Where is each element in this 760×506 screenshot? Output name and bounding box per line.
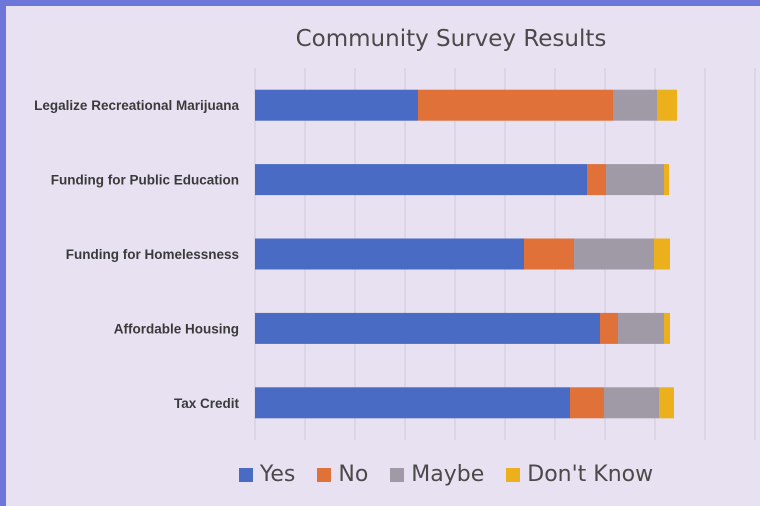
legend-label: Don't Know [527,462,654,487]
legend-swatch [317,467,332,482]
bar-don-t-know-3 [664,312,670,344]
category-labels: Legalize Recreational Marijuana Funding f… [34,98,239,411]
bar-maybe-3 [618,312,664,344]
bar-yes-2 [255,238,524,270]
bar-no-1 [587,164,606,196]
bar-no-3 [600,312,618,344]
category-label: Affordable Housing [114,321,239,336]
bar-don-t-know-2 [654,238,670,270]
category-label: Legalize Recreational Marijuana [34,98,239,113]
legend-item: Maybe [390,462,484,487]
legend-swatch [238,467,253,482]
bar-yes-0 [255,89,418,121]
legend-item: No [317,462,368,487]
bar-yes-1 [255,164,587,196]
bar-maybe-0 [613,89,657,121]
legend-label: Yes [259,462,296,487]
legend-label: No [338,462,369,487]
plot-area: Legalize Recreational Marijuana Funding f… [34,68,756,440]
chart-title: Community Survey Results [295,26,607,52]
bar-maybe-1 [606,164,664,196]
legend-item: Yes [238,462,296,487]
bar-maybe-2 [574,238,654,270]
bar-no-2 [524,238,574,270]
chart-frame: Community Survey Results Legalize Recrea… [6,6,760,506]
category-label: Funding for Public Education [51,173,239,188]
category-label: Tax Credit [174,396,240,411]
legend-item: Don't Know [506,462,653,487]
bars [255,89,677,419]
bar-yes-3 [255,312,600,344]
bar-don-t-know-0 [657,89,677,121]
bar-don-t-know-4 [659,387,674,419]
legend: Yes No Maybe Don't Know [6,462,760,487]
bar-yes-4 [255,387,570,419]
bar-no-4 [570,387,604,419]
bar-don-t-know-1 [664,164,669,196]
legend-swatch [390,467,405,482]
legend-swatch [506,467,521,482]
legend-label: Maybe [411,462,485,487]
bar-maybe-4 [604,387,659,419]
bar-no-0 [418,89,613,121]
category-label: Funding for Homelessness [66,247,239,262]
